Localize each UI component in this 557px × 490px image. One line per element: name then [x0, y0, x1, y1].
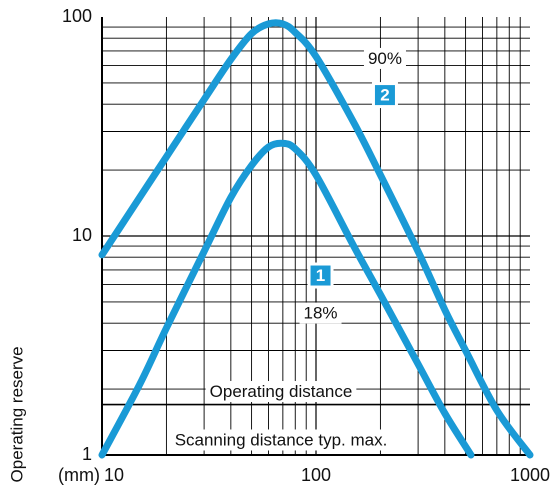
scanning-distance-label-group: Scanning distance typ. max.	[170, 429, 392, 451]
y-tick-label: 100	[62, 6, 92, 26]
y-tick-label: 10	[72, 225, 92, 245]
series-label-90-group: 90%	[363, 47, 406, 69]
x-tick-label: 10	[104, 465, 124, 485]
scanning-distance-label: Scanning distance typ. max.	[175, 430, 388, 449]
series-badge-1: 1	[307, 262, 334, 289]
tick-labels: 1 10 100 10 100 1000 (mm) Operating reserve	[7, 6, 550, 485]
y-axis-label: Operating reserve	[7, 346, 26, 482]
series-badge-2-box	[374, 85, 395, 106]
axes	[101, 17, 530, 456]
scanning-distance-label-bg	[170, 429, 392, 451]
series-label-18-group: 18%	[299, 302, 342, 324]
x-tick-label: 1000	[510, 465, 550, 485]
series-badge-2: 2	[371, 82, 398, 109]
series-label-90: 90%	[368, 49, 402, 68]
series-badge-1-box	[310, 265, 331, 286]
x-tick-label: 100	[301, 465, 331, 485]
series-badge-2-number: 2	[380, 86, 389, 105]
series-line-2	[98, 19, 534, 459]
series-badge-1-number: 1	[316, 266, 325, 285]
operating-distance-label: Operating distance	[210, 382, 353, 401]
x-unit-label: (mm)	[58, 465, 100, 485]
y-tick-label: 1	[82, 444, 92, 464]
series-line-1	[98, 139, 475, 459]
series	[98, 19, 534, 459]
series-label-90-bg	[363, 47, 406, 69]
operating-distance-label-bg	[205, 381, 357, 403]
operating-distance-label-group: Operating distance	[205, 381, 357, 403]
series-label-18-bg	[299, 302, 342, 324]
annotations: 90% 18% 2 1	[299, 47, 406, 324]
series-label-18: 18%	[304, 304, 338, 323]
